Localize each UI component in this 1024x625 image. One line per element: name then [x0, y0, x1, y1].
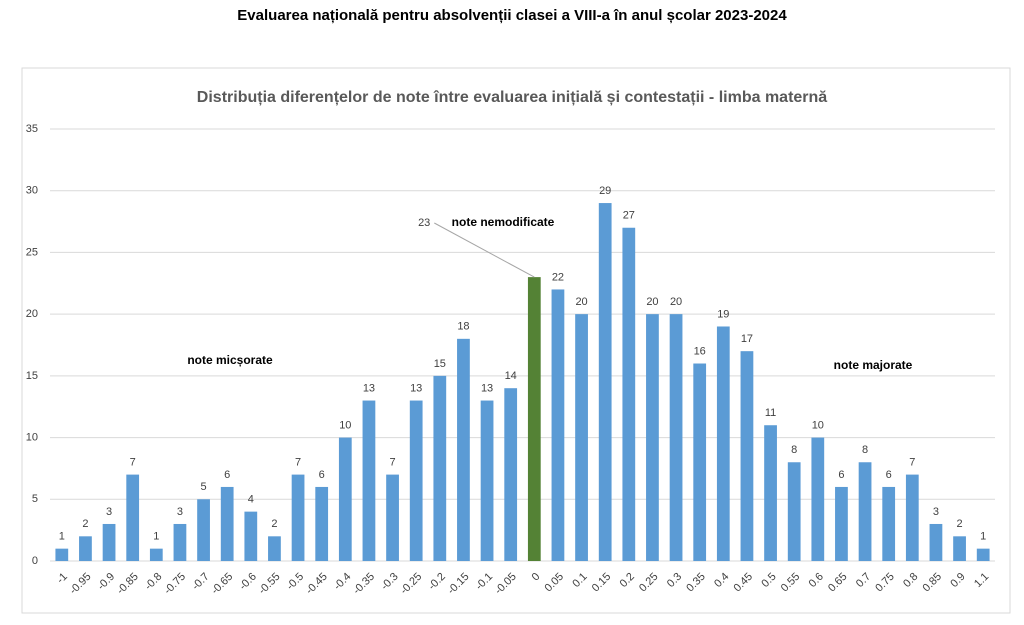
bar	[197, 499, 210, 561]
bar	[953, 536, 966, 561]
bar	[646, 314, 659, 561]
data-label: 16	[694, 345, 706, 357]
y-tick-label: 15	[26, 370, 38, 382]
data-label: 18	[457, 321, 469, 333]
data-label: 6	[319, 469, 325, 481]
bar	[929, 523, 943, 561]
data-label: 1	[59, 531, 65, 543]
bar	[480, 400, 494, 561]
y-tick-label: 0	[32, 555, 38, 567]
y-tick-label: 25	[26, 246, 38, 258]
data-label: 7	[909, 457, 915, 469]
bar	[835, 486, 848, 561]
bar	[126, 474, 140, 561]
data-label: 5	[201, 481, 207, 493]
bar	[362, 400, 376, 561]
bar	[386, 474, 399, 561]
bar	[811, 437, 825, 561]
bar	[220, 486, 234, 561]
data-label: 8	[791, 444, 797, 456]
y-tick-label: 10	[26, 431, 38, 443]
data-label: 3	[933, 506, 939, 518]
bar	[173, 523, 187, 561]
bar	[268, 536, 281, 561]
data-label: 10	[339, 419, 351, 431]
data-label: 15	[434, 358, 446, 370]
bar	[315, 486, 329, 561]
bar	[527, 277, 541, 561]
data-label: 7	[130, 457, 136, 469]
data-label: 6	[838, 469, 844, 481]
y-tick-label: 20	[26, 308, 38, 320]
data-label: 23	[418, 217, 430, 229]
data-label: 20	[575, 296, 587, 308]
bar	[149, 548, 163, 561]
data-label: 20	[670, 296, 682, 308]
data-label: 2	[957, 518, 963, 530]
bar	[787, 462, 801, 561]
chart-title: Distribuția diferențelor de note între e…	[197, 89, 827, 106]
y-tick-label: 35	[26, 123, 38, 135]
data-label: 22	[552, 271, 564, 283]
data-label: 3	[106, 506, 112, 518]
page-title: Evaluarea națională pentru absolvenții c…	[237, 7, 787, 24]
bar	[551, 289, 565, 561]
bar	[598, 203, 612, 562]
y-tick-label: 5	[32, 493, 38, 505]
annotation: note nemodificate	[452, 215, 555, 229]
data-label: 29	[599, 185, 611, 197]
data-label: 7	[390, 457, 396, 469]
bar	[409, 400, 423, 561]
bar	[102, 523, 116, 561]
bar	[858, 462, 872, 561]
data-label: 17	[741, 333, 753, 345]
bar	[976, 548, 990, 561]
bar	[504, 388, 518, 561]
data-label: 10	[812, 419, 824, 431]
bar	[764, 425, 777, 561]
leader-line	[434, 222, 535, 278]
data-label: 20	[646, 296, 658, 308]
bar	[79, 536, 92, 561]
data-label: 14	[505, 370, 517, 382]
bar	[669, 314, 683, 561]
data-label: 6	[224, 469, 230, 481]
data-label: 2	[271, 518, 277, 530]
data-label: 13	[410, 382, 422, 394]
data-label: 1	[980, 531, 986, 543]
data-label: 6	[886, 469, 892, 481]
data-label: 1	[153, 531, 159, 543]
data-label: 4	[248, 494, 254, 506]
data-label: 27	[623, 210, 635, 222]
data-label: 2	[82, 518, 88, 530]
bar	[338, 437, 352, 561]
data-label: 19	[717, 308, 729, 320]
data-label: 3	[177, 506, 183, 518]
bar	[716, 326, 730, 561]
data-label: 13	[363, 382, 375, 394]
bar	[740, 351, 754, 561]
bar	[291, 474, 305, 561]
bar	[244, 511, 258, 561]
data-label: 13	[481, 382, 493, 394]
bar	[575, 314, 588, 561]
bar	[55, 548, 69, 561]
annotation: note majorate	[834, 358, 913, 372]
bar	[693, 363, 707, 561]
bar	[882, 486, 896, 561]
bar	[622, 227, 636, 561]
data-label: 7	[295, 457, 301, 469]
annotation: note micșorate	[187, 353, 273, 367]
data-label: 8	[862, 444, 868, 456]
data-label: 11	[765, 407, 776, 419]
bar	[433, 375, 447, 561]
y-tick-label: 30	[26, 185, 38, 197]
bar	[457, 338, 470, 561]
bar	[905, 474, 919, 561]
